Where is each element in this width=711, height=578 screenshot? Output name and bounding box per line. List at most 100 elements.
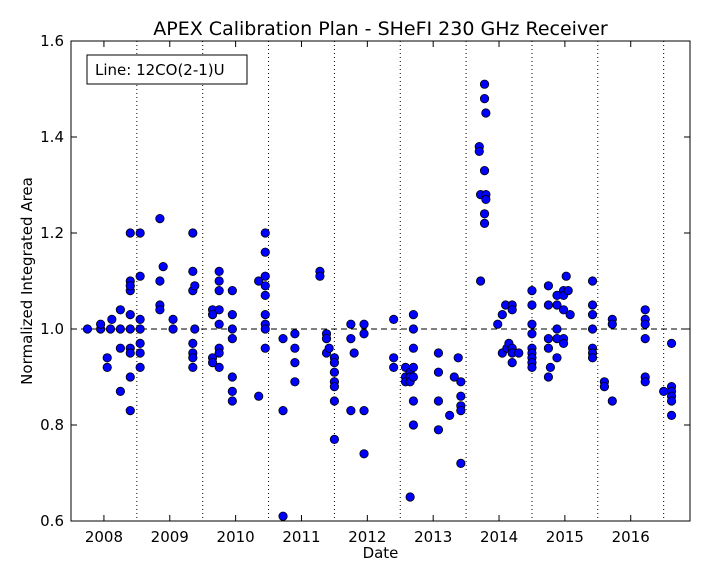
data-point (290, 357, 300, 368)
data-point (433, 367, 444, 377)
data-point (456, 405, 466, 416)
data-point (587, 309, 598, 320)
x-tick-label: 2014 (480, 528, 518, 546)
data-point (102, 362, 112, 372)
data-point (290, 329, 300, 339)
chart-title: APEX Calibration Plan - SHeFI 230 GHz Re… (153, 18, 608, 40)
data-point (214, 348, 224, 358)
data-point (558, 305, 569, 315)
x-tick-label: 2015 (546, 528, 584, 546)
data-point (260, 324, 270, 334)
data-point (479, 209, 490, 219)
data-point (115, 386, 125, 396)
data-point (607, 319, 617, 329)
data-point (115, 324, 125, 334)
data-point (659, 386, 669, 396)
data-point (329, 367, 340, 377)
points-layer (82, 79, 677, 521)
data-point (640, 319, 650, 329)
y-tick-label: 1.0 (40, 320, 64, 338)
x-tick-label: 2016 (612, 528, 650, 546)
data-point (552, 300, 562, 310)
data-point (543, 343, 554, 353)
x-tick-label: 2012 (348, 528, 386, 546)
y-tick-label: 1.4 (40, 128, 64, 146)
plot-frame (70, 40, 691, 522)
data-point (359, 329, 369, 339)
data-point (188, 266, 198, 276)
data-point (227, 396, 237, 406)
data-point (190, 324, 200, 334)
data-point (479, 218, 490, 228)
data-point (666, 338, 677, 348)
x-tick-label: 2010 (217, 528, 255, 546)
data-point (227, 309, 237, 320)
data-point (666, 396, 677, 406)
data-point (408, 372, 419, 382)
grid-layer (136, 41, 665, 521)
data-point (449, 372, 459, 382)
plot-area (71, 41, 690, 521)
data-point (563, 285, 573, 296)
data-point (453, 353, 463, 363)
data-point (168, 314, 178, 324)
data-point (125, 324, 135, 334)
legend-label: Line: 12CO(2-1)U (95, 61, 225, 79)
data-point (227, 324, 237, 334)
data-point (640, 305, 650, 315)
data-point (135, 324, 145, 334)
data-point (214, 319, 224, 329)
data-point (188, 353, 198, 363)
data-point (82, 324, 93, 334)
data-point (389, 353, 399, 363)
data-point (260, 228, 270, 238)
data-point (260, 290, 270, 300)
data-point (214, 266, 224, 276)
data-point (552, 324, 562, 334)
data-point (497, 309, 507, 320)
data-point (188, 338, 198, 348)
data-point (105, 324, 116, 334)
data-point (587, 324, 598, 334)
data-point (260, 343, 270, 353)
data-point (102, 353, 112, 363)
data-point (227, 333, 237, 344)
data-point (640, 377, 650, 387)
data-point (135, 314, 145, 324)
data-point (115, 343, 125, 353)
data-point (329, 396, 340, 406)
data-point (640, 333, 650, 344)
data-point (456, 458, 466, 468)
data-point (666, 410, 677, 420)
data-point (493, 319, 503, 329)
x-tick-label: 2011 (282, 528, 320, 546)
data-point (125, 405, 135, 416)
data-point (456, 377, 466, 387)
data-point (290, 377, 300, 387)
data-point (481, 108, 491, 118)
data-point (543, 333, 554, 344)
data-point (321, 333, 332, 344)
x-tick-label: 2008 (85, 528, 123, 546)
y-tick-label: 0.6 (40, 512, 64, 530)
data-point (260, 281, 270, 291)
data-point (507, 357, 517, 368)
data-point (115, 305, 125, 315)
data-point (359, 405, 369, 416)
data-point (125, 309, 135, 320)
data-point (290, 343, 300, 353)
data-point (587, 353, 598, 363)
data-point (135, 348, 145, 358)
data-point (408, 343, 419, 353)
data-point (135, 362, 145, 372)
data-point (543, 300, 554, 310)
data-point (475, 276, 486, 286)
data-point (543, 372, 554, 382)
data-point (135, 271, 145, 281)
data-point (479, 166, 490, 176)
data-point (214, 362, 224, 372)
data-point (135, 228, 145, 238)
data-point (558, 338, 569, 348)
data-point (254, 391, 264, 401)
